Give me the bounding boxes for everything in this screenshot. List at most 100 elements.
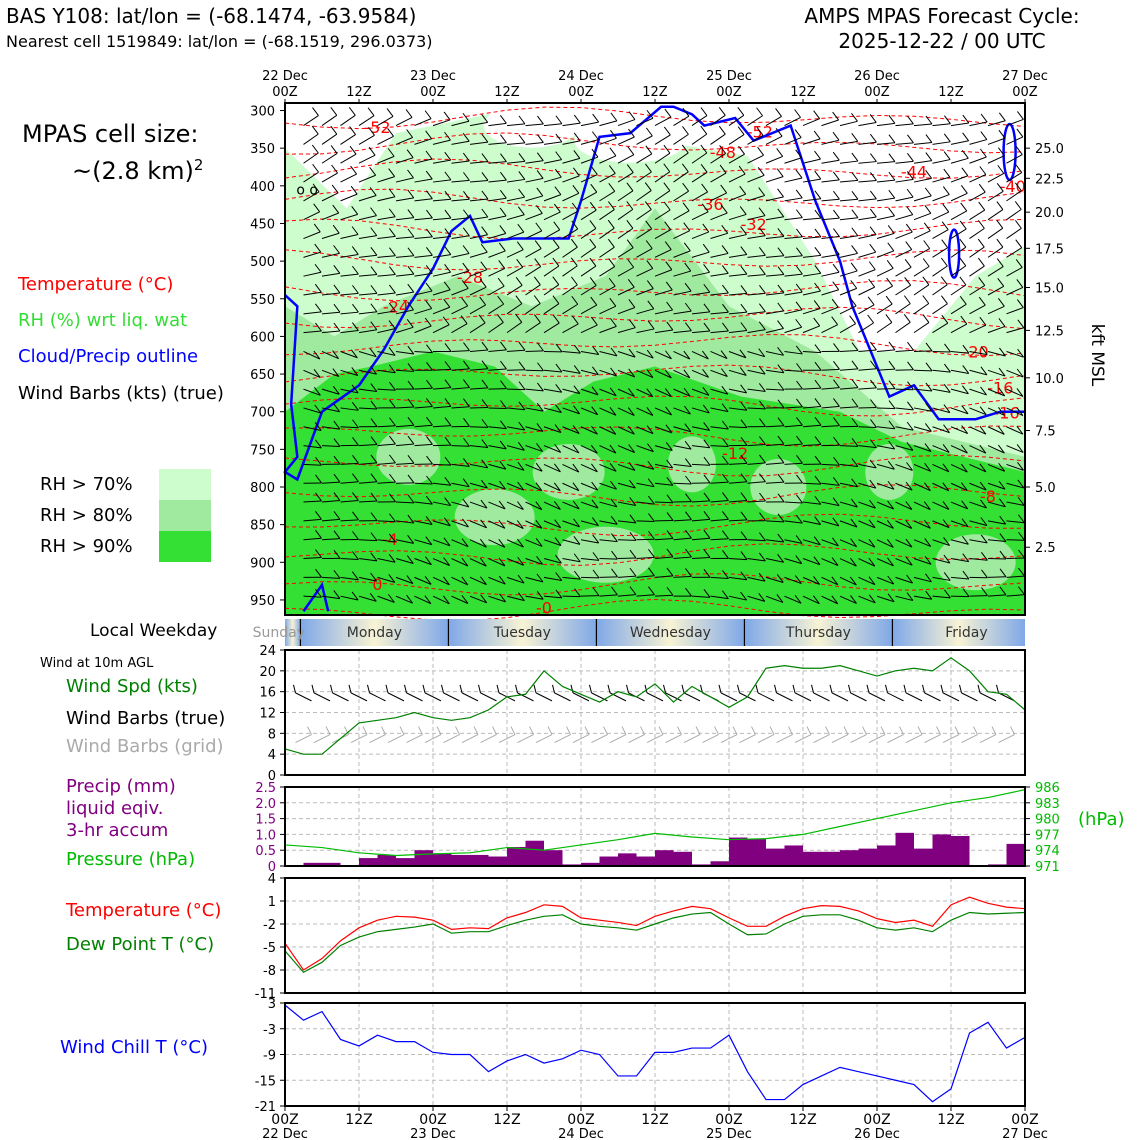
wind-barb: [340, 234, 359, 240]
temperature-tick-label: 4: [268, 872, 276, 887]
wind-barb: [555, 383, 563, 393]
wind-barb: [461, 576, 469, 586]
wind-barb: [1006, 118, 1024, 127]
wind-barb: [626, 182, 634, 192]
bottom-hour-label: 00Z: [419, 1112, 446, 1128]
wind-barb: [906, 188, 914, 198]
wind-barb: [950, 558, 969, 563]
wind-barb: [907, 381, 914, 390]
wind-barb: [1006, 307, 1024, 315]
wind-barb: [543, 141, 562, 145]
wind-barb: [627, 407, 635, 416]
wind-barb: [663, 201, 671, 211]
wind-barb: [340, 173, 357, 183]
surface-wind-barb: [792, 684, 796, 693]
wind-barb: [488, 595, 506, 603]
wind-barb: [303, 426, 322, 431]
wind-barb: [331, 164, 338, 174]
wind-barb: [858, 251, 876, 258]
wind-barb: [784, 217, 803, 221]
wind-barb: [368, 146, 376, 156]
wind-barb: [646, 388, 654, 398]
wind-barb: [426, 436, 433, 445]
wind-barb: [388, 553, 396, 563]
wind-barb: [682, 126, 689, 135]
wind-barb: [562, 482, 580, 492]
wind-barb: [543, 284, 560, 296]
wind-barb: [611, 533, 618, 542]
wind-barb: [572, 425, 580, 434]
wind-barb: [340, 193, 358, 202]
wind-barb: [858, 304, 875, 315]
wind-barb: [460, 315, 468, 324]
wind-barb: [747, 595, 765, 602]
wind-barb: [432, 271, 451, 277]
grid-wind-barb: [665, 734, 682, 743]
wind-barb: [943, 537, 950, 546]
wind-barb: [407, 454, 415, 464]
forecast-cycle: 2025-12-22 / 00 UTC: [838, 29, 1046, 53]
wind-barb: [654, 594, 674, 597]
pressure-line: [284, 789, 1026, 857]
wind-barb: [358, 369, 377, 375]
wind-barb: [340, 576, 359, 581]
wind-barb: [315, 492, 322, 502]
grid-wind-barb: [936, 726, 941, 735]
wind-barb: [777, 553, 785, 563]
wind-barb: [333, 245, 340, 254]
wind-barb: [543, 369, 562, 373]
wind-barb: [537, 382, 544, 392]
wind-barb: [443, 517, 451, 527]
day-band: [596, 619, 745, 646]
wind-barb: [432, 198, 451, 202]
windchill-tick-label: -15: [255, 1074, 276, 1089]
wind-barb: [666, 301, 674, 311]
wind-barb: [722, 511, 729, 520]
wind-barb: [969, 520, 988, 526]
wind-barb: [895, 303, 911, 315]
wind-barb: [720, 204, 728, 214]
wind-barb: [562, 265, 578, 277]
wind-barb: [906, 592, 914, 601]
wind-barb: [876, 142, 895, 145]
wind-barb: [480, 576, 487, 585]
temperature-contour-label: -48: [710, 143, 736, 162]
grid-wind-barb: [455, 726, 460, 735]
wind-barb: [950, 539, 969, 545]
wind-barb: [599, 137, 617, 145]
wind-barb: [1017, 111, 1024, 120]
wind-barb: [498, 520, 506, 529]
wind-barb: [747, 115, 763, 127]
wind-barb: [369, 348, 377, 357]
wind-barb: [592, 113, 600, 123]
wind-barb: [673, 270, 691, 277]
wind-barb: [747, 500, 766, 503]
wind-barb: [555, 589, 563, 599]
wind-barb: [451, 179, 470, 183]
wind-barb: [321, 272, 340, 277]
wind-barb: [543, 558, 562, 564]
wind-barb: [609, 387, 617, 397]
wind-barb: [405, 109, 413, 118]
wind-barb: [407, 169, 414, 179]
wind-barb: [617, 407, 635, 416]
wind-barb: [488, 285, 505, 296]
wind-barb: [777, 454, 785, 464]
wind-barb: [1006, 327, 1024, 334]
wind-barb: [740, 492, 748, 501]
wind-barb: [906, 421, 914, 431]
wind-barb: [876, 595, 895, 603]
wind-barb: [987, 120, 1006, 127]
wind-barb: [488, 122, 507, 127]
dewpoint-label: Dew Point T (°C): [66, 934, 215, 955]
wind-barb: [932, 520, 950, 529]
wind-barb: [702, 223, 710, 233]
wind-barb: [646, 349, 654, 359]
wind-barb: [868, 557, 876, 567]
wind-barb: [776, 574, 784, 583]
wind-barb: [500, 400, 507, 409]
wind-barb: [617, 247, 634, 258]
wind-barb: [839, 323, 856, 334]
wind-barb: [777, 364, 785, 374]
wind-barb: [777, 208, 785, 218]
